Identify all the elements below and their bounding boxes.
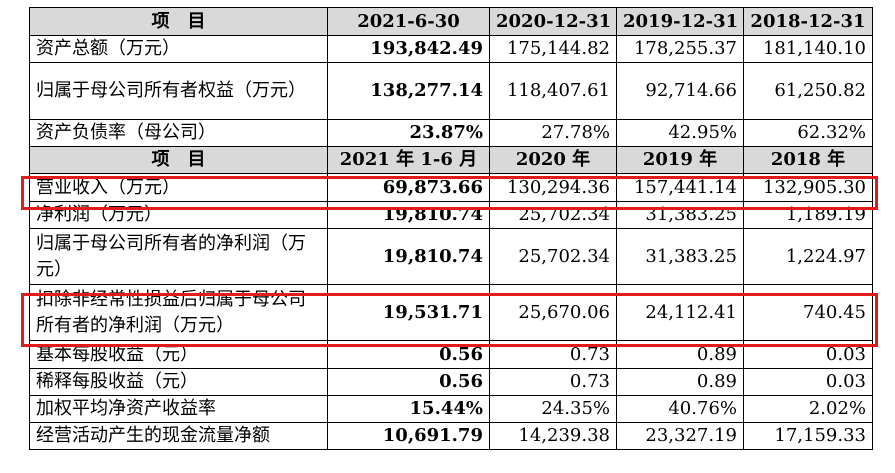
value-cell: 181,140.10 [743,35,873,63]
row-label: 净利润（万元） [29,201,328,229]
header-row-income: 项 目 2021 年 1-6 月 2020 年 2019 年 2018 年 [29,146,873,174]
row-label: 营业收入（万元） [29,173,328,202]
value-cell: 24,112.41 [616,284,744,341]
table-row: 归属于母公司所有者权益（万元） 138,277.14 118,407.61 92… [29,62,873,120]
table-row: 稀释每股收益（元） 0.56 0.73 0.89 0.03 [29,368,873,396]
value-cell: 0.56 [327,368,490,396]
value-cell: 25,702.34 [489,228,617,285]
value-cell: 0.03 [743,340,873,369]
row-label: 加权平均净资产收益率 [29,395,328,423]
row-label: 资产负债率（母公司） [29,119,328,147]
value-cell: 24.35% [489,395,617,423]
header-cell: 项 目 [29,146,328,174]
financial-table: 项 目 2021-6-30 2020-12-31 2019-12-31 2018… [29,7,873,450]
header-cell: 2018-12-31 [743,7,873,36]
table-row: 加权平均净资产收益率 15.44% 24.35% 40.76% 2.02% [29,395,873,423]
value-cell: 0.89 [616,368,744,396]
value-cell: 132,905.30 [743,173,873,202]
value-cell: 130,294.36 [489,173,617,202]
value-cell: 1,224.97 [743,228,873,285]
value-cell: 40.76% [616,395,744,423]
value-cell: 0.89 [616,340,744,369]
header-cell: 2021 年 1-6 月 [327,146,490,174]
value-cell: 23,327.19 [616,422,744,450]
header-cell: 2020-12-31 [489,7,617,36]
value-cell: 0.73 [489,368,617,396]
row-label: 归属于母公司所有者的净利润（万元） [29,228,328,285]
value-cell: 61,250.82 [743,62,873,120]
value-cell: 193,842.49 [327,35,490,63]
header-row-balance: 项 目 2021-6-30 2020-12-31 2019-12-31 2018… [29,7,873,36]
table-row: 净利润（万元） 19,810.74 25,702.34 31,383.25 1,… [29,201,873,229]
row-label: 归属于母公司所有者权益（万元） [29,62,328,120]
value-cell: 1,189.19 [743,201,873,229]
value-cell: 69,873.66 [327,173,490,202]
value-cell: 25,702.34 [489,201,617,229]
value-cell: 0.56 [327,340,490,369]
row-label: 基本每股收益（元） [29,340,328,369]
value-cell: 25,670.06 [489,284,617,341]
value-cell: 175,144.82 [489,35,617,63]
table-row: 基本每股收益（元） 0.56 0.73 0.89 0.03 [29,340,873,369]
value-cell: 10,691.79 [327,422,490,450]
value-cell: 178,255.37 [616,35,744,63]
value-cell: 27.78% [489,119,617,147]
value-cell: 19,810.74 [327,201,490,229]
value-cell: 14,239.38 [489,422,617,450]
value-cell: 19,531.71 [327,284,490,341]
value-cell: 157,441.14 [616,173,744,202]
row-label: 经营活动产生的现金流量净额 [29,422,328,450]
value-cell: 31,383.25 [616,201,744,229]
table-row: 扣除非经常性损益后归属于母公司所有者的净利润（万元） 19,531.71 25,… [29,284,873,341]
table-row: 归属于母公司所有者的净利润（万元） 19,810.74 25,702.34 31… [29,228,873,285]
header-cell: 2019 年 [616,146,744,174]
header-cell: 2018 年 [743,146,873,174]
value-cell: 740.45 [743,284,873,341]
table-row: 资产负债率（母公司） 23.87% 27.78% 42.95% 62.32% [29,119,873,147]
row-label: 扣除非经常性损益后归属于母公司所有者的净利润（万元） [29,284,328,341]
value-cell: 2.02% [743,395,873,423]
row-label: 资产总额（万元） [29,35,328,63]
value-cell: 15.44% [327,395,490,423]
table-row: 经营活动产生的现金流量净额 10,691.79 14,239.38 23,327… [29,422,873,450]
header-cell: 2019-12-31 [616,7,744,36]
value-cell: 118,407.61 [489,62,617,120]
header-cell: 2021-6-30 [327,7,490,36]
table-row: 资产总额（万元） 193,842.49 175,144.82 178,255.3… [29,35,873,63]
value-cell: 138,277.14 [327,62,490,120]
value-cell: 19,810.74 [327,228,490,285]
table-row: 营业收入（万元） 69,873.66 130,294.36 157,441.14… [29,173,873,202]
row-label: 稀释每股收益（元） [29,368,328,396]
header-cell: 项 目 [29,7,328,36]
value-cell: 92,714.66 [616,62,744,120]
header-cell: 2020 年 [489,146,617,174]
value-cell: 42.95% [616,119,744,147]
value-cell: 17,159.33 [743,422,873,450]
value-cell: 31,383.25 [616,228,744,285]
value-cell: 23.87% [327,119,490,147]
value-cell: 0.73 [489,340,617,369]
value-cell: 0.03 [743,368,873,396]
value-cell: 62.32% [743,119,873,147]
